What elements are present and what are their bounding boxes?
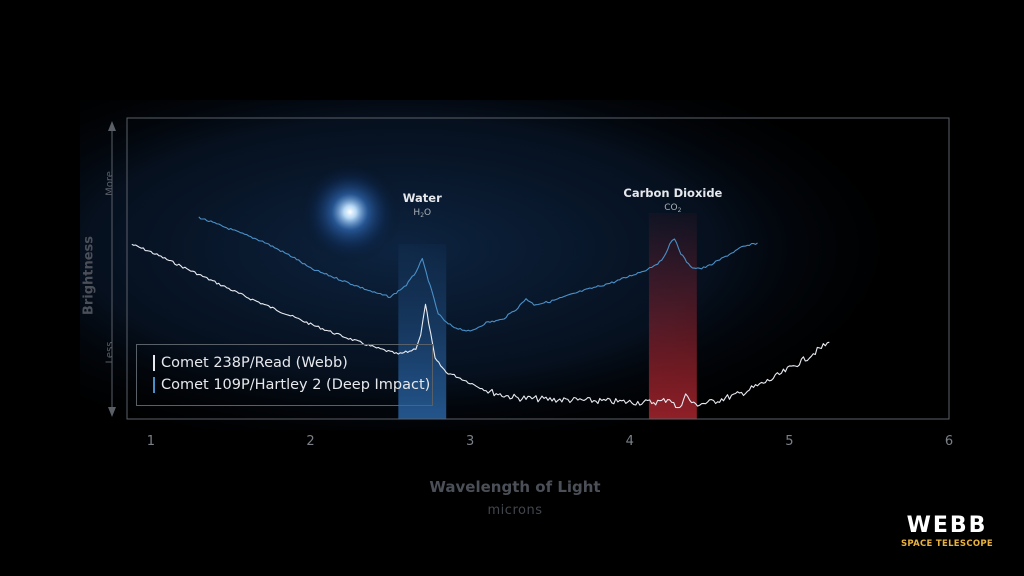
comet-glow <box>298 160 402 264</box>
band-carbon-dioxide <box>648 213 697 419</box>
legend-label-deep-impact: Comet 109P/Hartley 2 (Deep Impact) <box>161 377 431 393</box>
y-axis-label: Brightness <box>81 235 97 316</box>
x-tick-label: 6 <box>945 434 953 449</box>
legend: Comet 238P/Read (Webb) Comet 109P/Hartle… <box>136 344 433 406</box>
x-tick-label: 2 <box>306 434 314 449</box>
annotation-formula: H2O <box>413 208 431 219</box>
series-line-deep-impact <box>198 216 758 332</box>
x-axis-label: Wavelength of Light <box>429 478 601 496</box>
logo-title: WEBB <box>906 513 988 538</box>
legend-swatch-deep-impact <box>153 377 155 393</box>
annotation-label: Carbon Dioxide <box>623 186 722 200</box>
legend-label-webb: Comet 238P/Read (Webb) <box>161 355 348 371</box>
webb-logo: WEBB SPACE TELESCOPE <box>888 513 1006 550</box>
plot-frame <box>126 117 950 420</box>
x-tick-label: 4 <box>626 434 634 449</box>
legend-item-webb: Comet 238P/Read (Webb) <box>153 352 432 374</box>
x-tick-label: 3 <box>466 434 474 449</box>
y-axis-arrowhead-up <box>108 121 116 131</box>
y-axis-more-label: More <box>104 171 116 196</box>
legend-item-deep-impact: Comet 109P/Hartley 2 (Deep Impact) <box>153 374 432 396</box>
series-line-webb <box>131 243 830 409</box>
x-tick-label: 5 <box>785 434 793 449</box>
y-axis-less-label: Less <box>104 341 116 364</box>
annotation-label: Water <box>403 191 442 205</box>
annotation-formula: CO2 <box>664 203 681 214</box>
legend-swatch-webb <box>153 355 155 371</box>
band-water <box>398 244 447 419</box>
x-axis-unit: microns <box>487 503 543 518</box>
x-tick-label: 1 <box>147 434 155 449</box>
y-axis-arrowhead-down <box>108 407 116 417</box>
logo-subtitle: SPACE TELESCOPE <box>900 539 994 549</box>
